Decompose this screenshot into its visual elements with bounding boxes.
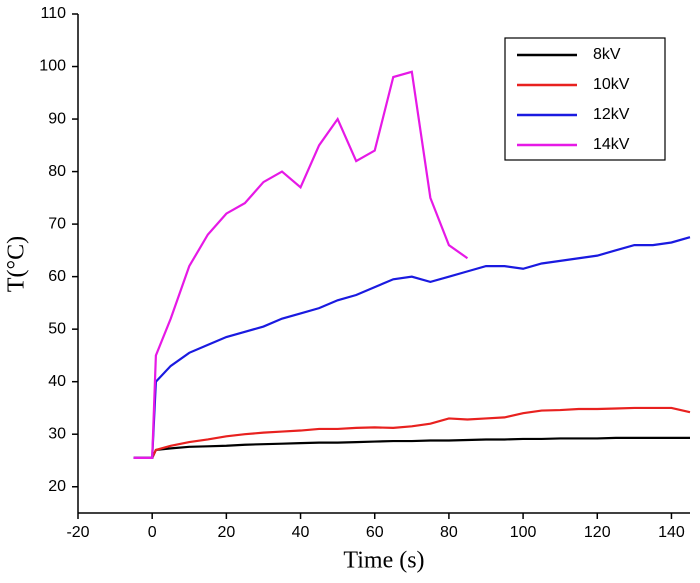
- y-tick-label: 100: [39, 58, 66, 75]
- legend-label: 10kV: [593, 76, 630, 93]
- x-tick-label: 40: [292, 524, 310, 541]
- data-line: [133, 236, 691, 459]
- data-line: [133, 436, 690, 459]
- y-tick-label: 80: [48, 163, 66, 180]
- y-tick-label: 110: [40, 5, 66, 22]
- y-axis-title: T(°C): [4, 236, 30, 292]
- x-tick-label: -20: [66, 524, 89, 541]
- legend-label: 8kV: [593, 46, 621, 63]
- data-line: [133, 406, 691, 459]
- x-tick-label: 100: [510, 524, 537, 541]
- x-tick-label: 20: [217, 524, 235, 541]
- x-tick-label: 0: [148, 524, 157, 541]
- y-tick-label: 90: [48, 110, 66, 127]
- y-tick-label: 60: [48, 268, 66, 285]
- legend-label: 14kV: [593, 136, 630, 153]
- legend-label: 12kV: [593, 106, 630, 123]
- y-tick-label: 30: [48, 425, 66, 442]
- x-tick-label: 80: [440, 524, 458, 541]
- legend-box: [504, 37, 666, 161]
- x-axis-title: Time (s): [343, 548, 424, 574]
- y-tick-label: 20: [48, 478, 66, 495]
- y-tick-label: 50: [48, 320, 66, 337]
- x-tick-label: 140: [658, 524, 685, 541]
- x-tick-label: 120: [584, 524, 611, 541]
- y-tick-label: 70: [48, 215, 66, 232]
- y-tick-label: 40: [48, 373, 66, 390]
- x-tick-label: 60: [366, 524, 384, 541]
- data-line: [133, 70, 469, 459]
